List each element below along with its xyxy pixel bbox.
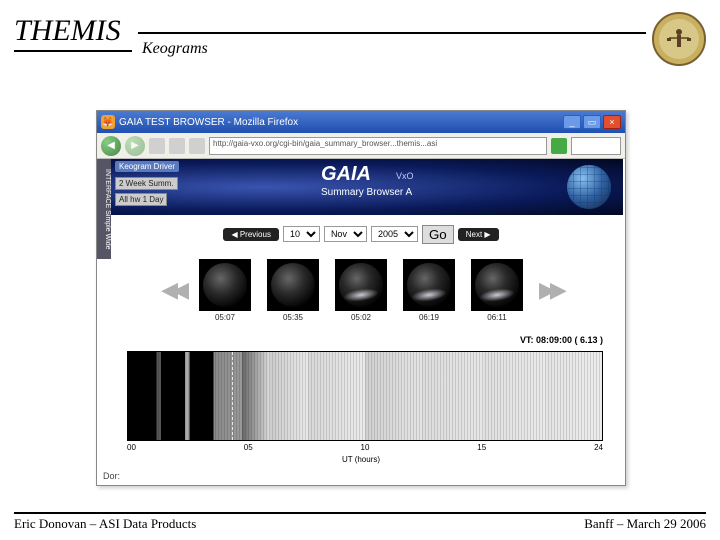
footer-right: Banff – March 29 2006 bbox=[584, 516, 706, 532]
themis-logo-inner bbox=[659, 19, 699, 59]
reload-icon[interactable] bbox=[149, 138, 165, 154]
maximize-button[interactable]: ▭ bbox=[583, 115, 601, 129]
header-rule bbox=[138, 32, 646, 34]
window-title: GAIA TEST BROWSER - Mozilla Firefox bbox=[119, 117, 298, 128]
footer-rule bbox=[14, 512, 706, 514]
date-nav-bar: ◀ Previous 10 Nov 2005 Go Next ▶ bbox=[97, 223, 625, 245]
slide-header: THEMIS Keograms bbox=[14, 18, 706, 68]
go-icon[interactable] bbox=[551, 138, 567, 154]
xtick: 15 bbox=[477, 443, 486, 452]
gaia-logo: GAIA bbox=[321, 163, 371, 186]
scroll-right-icon[interactable]: ▶▶ bbox=[539, 277, 561, 303]
close-button[interactable]: × bbox=[603, 115, 621, 129]
footer-left: Eric Donovan – ASI Data Products bbox=[14, 516, 196, 532]
thumbnail[interactable]: 05:35 bbox=[267, 259, 319, 322]
window-titlebar[interactable]: 🦊 GAIA TEST BROWSER - Mozilla Firefox _ … bbox=[97, 111, 625, 133]
vt-timestamp: VT: 08:09:00 ( 6.13 ) bbox=[520, 335, 603, 345]
xtick: 10 bbox=[361, 443, 370, 452]
search-box[interactable] bbox=[571, 137, 621, 155]
driver-label: Keogram Driver bbox=[115, 161, 179, 172]
go-button[interactable]: Go bbox=[422, 225, 454, 244]
gaia-subtitle: Summary Browser A bbox=[321, 187, 412, 198]
asi-thumbnail-image[interactable] bbox=[267, 259, 319, 311]
thumbnail[interactable]: 06:11 bbox=[471, 259, 523, 322]
previous-button[interactable]: ◀ Previous bbox=[223, 228, 279, 241]
thumbnail-time: 06:11 bbox=[471, 313, 523, 322]
keogram-plot[interactable] bbox=[127, 351, 603, 441]
slide-footer: Eric Donovan – ASI Data Products Banff –… bbox=[14, 512, 706, 532]
asi-thumbnail-image[interactable] bbox=[199, 259, 251, 311]
slide-title: THEMIS bbox=[14, 14, 121, 48]
next-button[interactable]: Next ▶ bbox=[458, 228, 499, 241]
asi-thumbnail-image[interactable] bbox=[403, 259, 455, 311]
globe-icon bbox=[567, 165, 611, 209]
gaia-header: Keogram Driver 2 Week Summ. All hw 1 Day… bbox=[111, 159, 623, 215]
thumbnail-time: 05:02 bbox=[335, 313, 387, 322]
thumbnail[interactable]: 05:07 bbox=[199, 259, 251, 322]
thumbnail-time: 05:35 bbox=[267, 313, 319, 322]
header-rule-short bbox=[14, 50, 132, 52]
xtick: 00 bbox=[127, 443, 136, 452]
keogram-x-axis: 00 05 10 15 24 bbox=[127, 443, 603, 452]
address-bar[interactable]: http://gaia-vxo.org/cgi-bin/gaia_summary… bbox=[209, 137, 547, 155]
keogram-x-label: UT (hours) bbox=[97, 455, 625, 464]
forward-button[interactable]: ▶ bbox=[125, 136, 145, 156]
back-button[interactable]: ◀ bbox=[101, 136, 121, 156]
bottom-label: Dor: bbox=[103, 471, 120, 481]
thumbnail-time: 06:19 bbox=[403, 313, 455, 322]
xtick: 05 bbox=[244, 443, 253, 452]
two-week-summary-button[interactable]: 2 Week Summ. bbox=[115, 177, 178, 190]
stop-icon[interactable] bbox=[169, 138, 185, 154]
firefox-icon: 🦊 bbox=[101, 115, 115, 129]
xtick: 24 bbox=[594, 443, 603, 452]
page-content: INTERFACE Simple Wide Keogram Driver 2 W… bbox=[97, 159, 625, 485]
minimize-button[interactable]: _ bbox=[563, 115, 581, 129]
themis-logo-icon bbox=[652, 12, 706, 66]
home-icon[interactable] bbox=[189, 138, 205, 154]
month-select[interactable]: Nov bbox=[324, 226, 367, 242]
asi-thumbnail-image[interactable] bbox=[471, 259, 523, 311]
all-hw-1day-button[interactable]: All hw 1 Day bbox=[115, 193, 167, 206]
thumbnail-strip: ◀◀ 05:07 05:35 05:02 06:19 06:11 ▶▶ bbox=[97, 251, 625, 329]
firefox-window: 🦊 GAIA TEST BROWSER - Mozilla Firefox _ … bbox=[96, 110, 626, 486]
asi-thumbnail-image[interactable] bbox=[335, 259, 387, 311]
scroll-left-icon[interactable]: ◀◀ bbox=[161, 277, 183, 303]
thumbnail[interactable]: 06:19 bbox=[403, 259, 455, 322]
day-select[interactable]: 10 bbox=[283, 226, 320, 242]
thumbnail-time: 05:07 bbox=[199, 313, 251, 322]
thumbnail[interactable]: 05:02 bbox=[335, 259, 387, 322]
year-select[interactable]: 2005 bbox=[371, 226, 418, 242]
browser-toolbar: ◀ ▶ http://gaia-vxo.org/cgi-bin/gaia_sum… bbox=[97, 133, 625, 159]
slide-subtitle: Keograms bbox=[142, 40, 208, 58]
gaia-version: VxO bbox=[396, 171, 414, 181]
